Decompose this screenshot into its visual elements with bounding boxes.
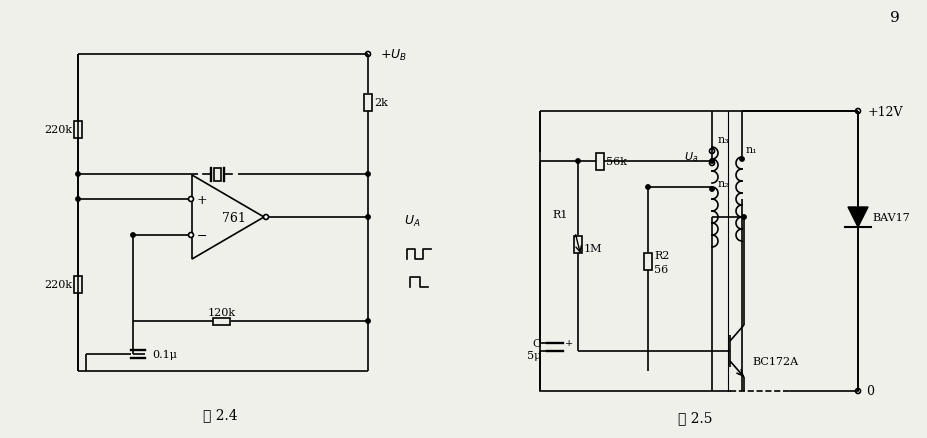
Text: n₂: n₂ xyxy=(717,179,729,189)
Bar xyxy=(574,236,581,253)
Text: 220k: 220k xyxy=(44,279,72,290)
Circle shape xyxy=(709,159,714,164)
Text: +12V: +12V xyxy=(867,105,903,118)
Text: $+ U_B$: $+ U_B$ xyxy=(379,47,407,62)
Circle shape xyxy=(131,233,135,238)
Circle shape xyxy=(263,215,268,220)
Text: n₃: n₃ xyxy=(717,135,729,145)
Bar xyxy=(74,276,82,293)
Circle shape xyxy=(365,173,370,177)
Text: 图 2.4: 图 2.4 xyxy=(202,407,237,421)
Text: $U_A$: $U_A$ xyxy=(403,213,420,228)
Text: C: C xyxy=(532,338,540,348)
Circle shape xyxy=(365,53,370,57)
Text: 761: 761 xyxy=(222,211,246,224)
Text: R1: R1 xyxy=(552,209,566,219)
Bar xyxy=(643,253,652,270)
Text: −: − xyxy=(197,229,207,242)
Text: n₁: n₁ xyxy=(745,145,756,155)
Circle shape xyxy=(575,159,579,164)
Circle shape xyxy=(709,187,714,192)
Circle shape xyxy=(739,157,743,162)
Circle shape xyxy=(709,149,714,154)
Text: 图 2.5: 图 2.5 xyxy=(677,410,712,424)
Text: $U_a$: $U_a$ xyxy=(683,150,697,163)
Text: 56: 56 xyxy=(654,265,667,274)
Text: 5μ: 5μ xyxy=(526,350,540,360)
Circle shape xyxy=(855,109,859,114)
Text: 2k: 2k xyxy=(374,98,387,108)
Circle shape xyxy=(645,185,650,190)
Text: 0.1μ: 0.1μ xyxy=(152,349,177,359)
Bar xyxy=(74,121,82,138)
Text: 56k: 56k xyxy=(605,157,627,166)
Text: 120k: 120k xyxy=(208,307,235,317)
Text: R2: R2 xyxy=(654,251,668,261)
Circle shape xyxy=(709,161,714,166)
Circle shape xyxy=(188,197,194,202)
Polygon shape xyxy=(847,208,867,227)
Circle shape xyxy=(855,389,859,394)
Bar xyxy=(595,153,603,170)
Bar xyxy=(363,94,372,111)
Text: +: + xyxy=(197,193,207,206)
Text: 9: 9 xyxy=(889,11,899,25)
Circle shape xyxy=(76,173,80,177)
Text: 220k: 220k xyxy=(44,125,72,135)
Circle shape xyxy=(365,319,370,323)
Circle shape xyxy=(741,215,745,220)
Text: 1M: 1M xyxy=(583,244,602,254)
Bar xyxy=(214,168,222,181)
Bar xyxy=(213,318,230,325)
Circle shape xyxy=(365,215,370,220)
Circle shape xyxy=(188,233,194,238)
Text: 0: 0 xyxy=(865,385,873,398)
Text: BAV17: BAV17 xyxy=(871,212,908,223)
Text: +: + xyxy=(565,338,573,347)
Circle shape xyxy=(76,198,80,202)
Text: BC172A: BC172A xyxy=(751,356,797,366)
